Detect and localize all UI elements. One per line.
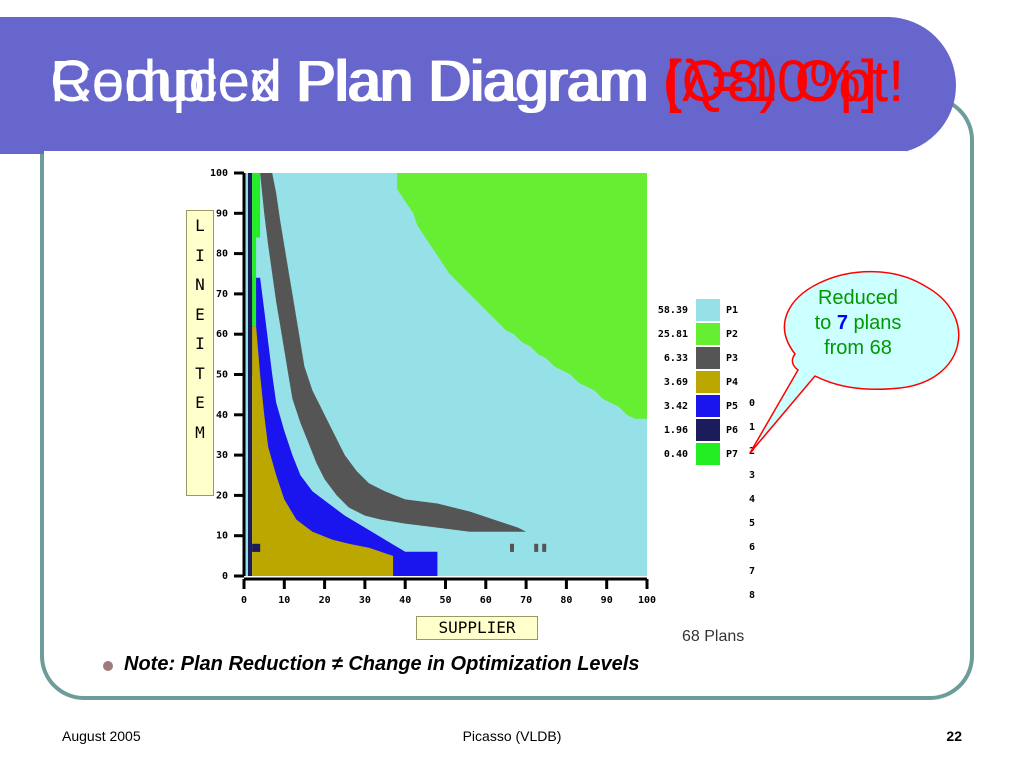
callout-bubble bbox=[749, 270, 960, 454]
x-tick-label: 70 bbox=[520, 595, 532, 606]
plan-index-label: 0 bbox=[749, 398, 755, 409]
legend-swatch-p3 bbox=[696, 347, 720, 369]
legend-swatch-p2 bbox=[696, 323, 720, 345]
plan-index-label: 1 bbox=[749, 422, 755, 433]
x-tick-label: 40 bbox=[399, 595, 411, 606]
y-tick-label: 20 bbox=[216, 490, 228, 501]
note-bullet-icon bbox=[103, 661, 113, 671]
x-tick-label: 0 bbox=[241, 595, 247, 606]
y-tick-label: 80 bbox=[216, 249, 228, 260]
region-p3 bbox=[260, 173, 527, 532]
legend-value: 58.39 bbox=[658, 305, 688, 316]
region-p2 bbox=[397, 173, 647, 419]
legend-value: 3.69 bbox=[664, 377, 688, 388]
x-tick-label: 90 bbox=[601, 595, 613, 606]
cell-p3 bbox=[542, 543, 547, 552]
x-tick-label: 50 bbox=[439, 595, 451, 606]
plan-index-label: 3 bbox=[749, 470, 755, 481]
legend-swatch-p5 bbox=[696, 395, 720, 417]
y-tick-label: 100 bbox=[210, 168, 228, 179]
title-layer-2: Complex Plan Diagram (Q8) Opt! bbox=[50, 49, 905, 114]
y-tick-label: 50 bbox=[216, 370, 228, 381]
y-axis-label-letter: T bbox=[195, 363, 205, 383]
x-tick-label: 100 bbox=[638, 595, 656, 606]
y-tick-label: 70 bbox=[216, 289, 228, 300]
cell-p7 bbox=[252, 173, 257, 327]
x-tick-label: 10 bbox=[278, 595, 290, 606]
y-axis-label-letter: L bbox=[195, 216, 205, 235]
y-axis-label-letter: E bbox=[195, 393, 205, 412]
slide-title: Reduced Plan Diagram [λ=10%] Complex Pla… bbox=[50, 44, 950, 124]
plan-index-label: 5 bbox=[749, 518, 755, 529]
y-tick-label: 40 bbox=[216, 410, 228, 421]
y-axis-label-letter: E bbox=[195, 304, 205, 324]
legend-value: 0.40 bbox=[664, 449, 688, 460]
y-tick-label: 0 bbox=[222, 571, 228, 582]
legend-plan: P3 bbox=[726, 353, 738, 364]
x-tick-label: 20 bbox=[319, 595, 331, 606]
cell-p3 bbox=[510, 543, 514, 552]
callout-line-2: to 7 plans bbox=[814, 312, 902, 334]
legend-swatch-p4 bbox=[696, 371, 720, 393]
legend-value: 1.96 bbox=[664, 425, 688, 436]
y-tick-label: 30 bbox=[216, 450, 228, 461]
title-rule bbox=[44, 151, 906, 154]
cell-p3 bbox=[534, 543, 539, 552]
plans-caption: 68 Plans bbox=[682, 628, 745, 642]
x-tick-label: 80 bbox=[560, 595, 572, 606]
legend-swatch-p7 bbox=[696, 443, 720, 465]
footer-title: Picasso (VLDB) bbox=[462, 728, 562, 744]
y-tick-label: 60 bbox=[216, 329, 228, 340]
title-bar bbox=[0, 17, 956, 154]
legend-swatch-p1 bbox=[696, 299, 720, 321]
legend-plan: P5 bbox=[726, 401, 738, 412]
cell-p7 bbox=[256, 173, 261, 238]
cell-p6 bbox=[252, 543, 261, 552]
legend-plan: P4 bbox=[726, 377, 738, 388]
y-axis-label-letter: I bbox=[195, 334, 205, 353]
x-tick-label: 60 bbox=[480, 595, 492, 606]
y-tick-label: 10 bbox=[216, 531, 228, 542]
plan-index-label: 6 bbox=[749, 542, 755, 553]
legend-plan: P1 bbox=[726, 305, 738, 316]
callout-line-3: from 68 bbox=[824, 337, 892, 359]
x-tick-label: 30 bbox=[359, 595, 371, 606]
cell-p6 bbox=[248, 173, 252, 576]
plan-index-label: 4 bbox=[749, 494, 755, 505]
y-axis-label-letter: I bbox=[195, 245, 205, 265]
legend-swatch-p6 bbox=[696, 419, 720, 441]
footer-date: August 2005 bbox=[62, 728, 141, 744]
slide-number: 22 bbox=[946, 728, 962, 744]
legend-value: 6.33 bbox=[664, 353, 688, 364]
legend-value: 3.42 bbox=[664, 401, 688, 412]
callout-text: Reduced to 7 plans from 68 bbox=[783, 286, 933, 361]
y-axis-label-letter: M bbox=[195, 422, 205, 442]
plan-index-label: 8 bbox=[749, 590, 755, 601]
legend-plan: P6 bbox=[726, 425, 738, 436]
plan-index-label: 7 bbox=[749, 566, 755, 577]
y-tick-label: 90 bbox=[216, 208, 228, 219]
title-layer-1: Reduced Plan Diagram [λ=10%] bbox=[50, 49, 877, 114]
y-axis-label-letter: N bbox=[195, 275, 205, 294]
legend-value: 25.81 bbox=[658, 329, 688, 340]
legend-plan: P7 bbox=[726, 449, 738, 460]
legend-plan: P2 bbox=[726, 329, 738, 340]
region-p4 bbox=[252, 326, 394, 576]
x-axis-label: SUPPLIER bbox=[416, 616, 538, 640]
note-text: Note: Plan Reduction ≠ Change in Optimiz… bbox=[124, 653, 640, 675]
callout-line-1: Reduced bbox=[817, 287, 899, 309]
region-p5 bbox=[252, 277, 438, 576]
